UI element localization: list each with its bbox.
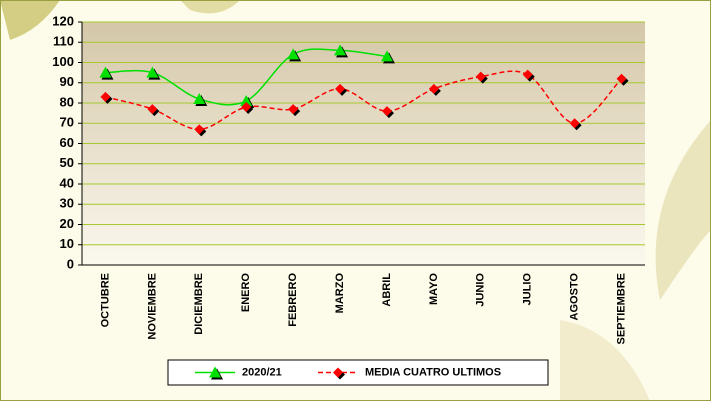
marker [147,104,158,115]
y-tick-label: 110 [53,34,74,49]
marker [522,69,533,80]
marker [240,94,253,106]
marker [209,366,221,378]
marker [334,44,347,56]
marker [616,73,627,84]
marker [287,48,300,60]
y-tick-label: 90 [60,74,74,89]
marker [146,66,159,78]
leaf [0,0,60,40]
x-tick-label: FEBRERO [287,273,299,327]
legend-label: 2020/21 [242,366,282,378]
marker [99,66,112,78]
marker [288,104,299,115]
y-tick-label: 10 [60,236,74,251]
marker [100,91,111,102]
marker [381,106,392,117]
x-tick-label: NOVIEMBRE [146,273,158,340]
y-tick-label: 70 [60,115,74,130]
x-tick-label: OCTUBRE [99,273,111,327]
marker [333,367,343,378]
x-tick-label: AGOSTO [569,273,581,321]
y-tick-label: 30 [60,196,74,211]
y-tick-label: 120 [52,13,74,28]
y-tick-label: 40 [60,175,74,190]
marker [241,102,252,113]
y-tick-label: 0 [67,256,74,271]
y-tick-label: 100 [52,54,74,69]
y-tick-label: 60 [60,135,74,150]
legend-label: MEDIA CUATRO ULTIMOS [365,366,501,378]
x-tick-label: MAYO [428,273,440,305]
x-tick-label: JULIO [522,273,534,306]
leaf [560,320,650,401]
x-tick-label: JUNIO [475,273,487,307]
marker [428,83,439,94]
y-tick-label: 20 [60,216,74,231]
leaf [180,0,240,14]
x-tick-label: ABRIL [381,273,393,307]
x-tick-label: DICIEMBRE [193,273,205,335]
x-tick-label: MARZO [334,273,346,314]
x-tick-label: SEPTIEMBRE [615,273,627,345]
y-tick-label: 80 [60,94,74,109]
marker [193,92,206,104]
marker [335,83,346,94]
x-tick-label: ENERO [240,273,252,313]
marker [380,50,393,62]
y-tick-label: 50 [60,155,74,170]
marker [475,71,486,82]
marker [569,118,580,129]
leaf [655,120,711,300]
marker [194,124,205,135]
